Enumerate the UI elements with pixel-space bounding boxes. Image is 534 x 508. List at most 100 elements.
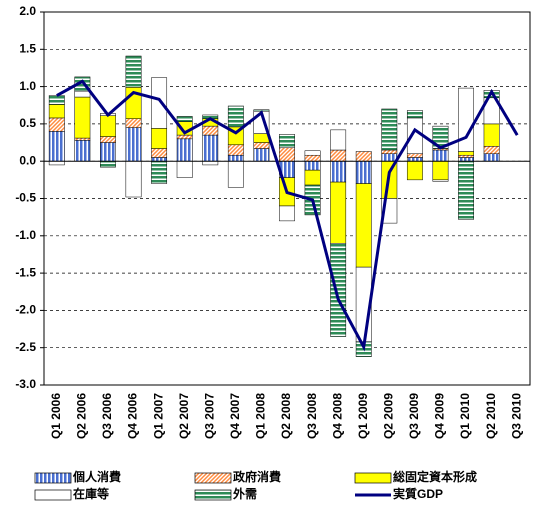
x-tick-label: Q3 2010 [509, 393, 523, 439]
legend-label: 個人消費 [72, 469, 121, 484]
bar-segment [406, 160, 423, 181]
bar-segment [227, 160, 244, 188]
x-tick-label: Q2 2009 [381, 393, 395, 439]
x-tick-label: Q3 2007 [202, 393, 216, 439]
gdp-line [56, 79, 519, 352]
bar-segment [381, 149, 398, 154]
bar-segment [74, 140, 91, 162]
bar-segment [74, 96, 91, 139]
y-tick-label: 0.0 [19, 153, 36, 167]
bar-segment [48, 131, 65, 162]
x-tick-label: Q3 2008 [305, 393, 319, 439]
y-tick-label: -3.0 [15, 377, 36, 391]
bar-segment [151, 148, 168, 158]
y-tick-label: -0.5 [15, 191, 36, 205]
bar-segment [381, 153, 398, 162]
bar-segment [48, 117, 65, 132]
bar-segment [100, 160, 116, 168]
bar-segment [279, 134, 295, 149]
bar-segment [483, 153, 500, 162]
x-tick-label: Q4 2006 [126, 393, 140, 439]
bar-segment [176, 160, 193, 178]
bar-segment [253, 133, 270, 143]
x-tick-label: Q1 2007 [151, 393, 165, 439]
bar-segment [125, 118, 142, 128]
bar-segment [48, 104, 65, 119]
bar-segment [100, 136, 116, 143]
bar-segment [176, 116, 193, 122]
bar-segment [151, 157, 168, 162]
bar-segment [151, 77, 168, 129]
y-tick-label: -2.5 [15, 340, 36, 354]
y-tick-label: 1.0 [19, 79, 36, 93]
bar-segment [202, 125, 219, 136]
x-tick-label: Q4 2007 [228, 393, 242, 439]
y-tick-label: -1.0 [15, 228, 36, 242]
bar-segment [458, 157, 474, 162]
bar-segment [304, 160, 321, 171]
bar-segment [151, 160, 168, 184]
legend-label: 実質GDP [393, 486, 443, 501]
legend-label: 在庫等 [73, 486, 109, 501]
bar-segment [458, 151, 474, 156]
y-tick-label: 1.5 [19, 41, 36, 55]
y-tick-label: 0.5 [19, 116, 36, 130]
bar-segment [227, 144, 244, 156]
legend-label: 外需 [233, 486, 257, 501]
bar-segment [227, 154, 244, 162]
x-tick-label: Q3 2009 [407, 393, 421, 439]
bar-segment [330, 181, 347, 244]
legend-label: 総固定資本形成 [393, 469, 477, 484]
legend-swatch [34, 472, 72, 484]
bar-segment [458, 154, 474, 158]
x-tick-label: Q2 2008 [279, 393, 293, 439]
bar-segment [330, 243, 347, 337]
bar-segment [48, 160, 65, 166]
x-tick-label: Q2 2010 [484, 393, 498, 439]
x-tick-label: Q4 2008 [330, 393, 344, 439]
bar-segment [458, 87, 474, 152]
bar-segment [458, 160, 474, 220]
x-tick-label: Q1 2009 [356, 393, 370, 439]
legend-swatch [354, 472, 392, 484]
bar-segment [100, 115, 116, 137]
bar-segment [355, 183, 372, 268]
bar-segment [381, 108, 398, 151]
bar-segment [279, 205, 295, 222]
bar-segment [125, 55, 142, 88]
bar-segment [432, 179, 449, 182]
bar-segment [125, 160, 142, 198]
bar-segment [406, 110, 423, 119]
y-tick-label: -1.5 [15, 265, 36, 279]
bar-segment [304, 150, 321, 156]
x-tick-label: Q1 2006 [49, 393, 63, 439]
legend-swatch [194, 489, 232, 501]
bar-segment [304, 169, 321, 186]
bar-segment [406, 157, 423, 162]
y-tick-label: -2.0 [15, 303, 36, 317]
bar-segment [330, 129, 347, 151]
bar-segment [330, 149, 347, 162]
bar-segment [355, 151, 372, 162]
bar-segment [483, 123, 500, 147]
y-tick-label: 2.0 [19, 4, 36, 18]
bar-segment [74, 137, 91, 141]
x-tick-label: Q2 2006 [75, 393, 89, 439]
bar-segment [74, 90, 91, 98]
bar-segment [406, 153, 423, 158]
bar-segment [279, 147, 295, 162]
bar-segment [125, 127, 142, 162]
x-tick-label: Q1 2008 [254, 393, 268, 439]
x-tick-label: Q1 2010 [458, 393, 472, 439]
bar-segment [330, 160, 347, 183]
legend-swatch [34, 489, 72, 501]
legend-swatch [194, 472, 232, 484]
bar-segment [432, 149, 449, 162]
bar-segment [253, 148, 270, 162]
bar-segment [176, 138, 193, 162]
x-tick-label: Q2 2007 [177, 393, 191, 439]
bar-segment [100, 142, 116, 162]
bar-segment [355, 160, 372, 184]
legend-label: 政府消費 [233, 469, 281, 484]
